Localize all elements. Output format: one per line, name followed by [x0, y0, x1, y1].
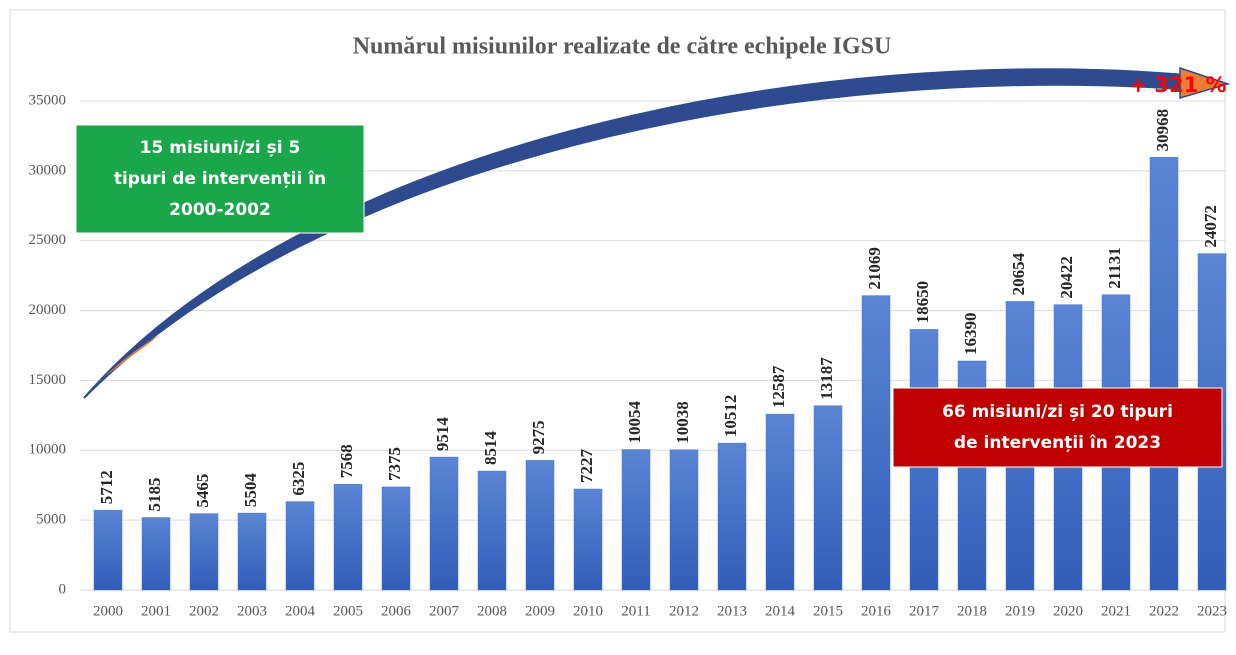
data-label: 5465 — [193, 474, 212, 508]
data-label: 12587 — [769, 365, 788, 408]
x-tick-label: 2001 — [141, 603, 171, 619]
bar — [333, 484, 363, 591]
data-label: 9514 — [433, 417, 452, 452]
data-label: 5712 — [97, 470, 116, 504]
x-tick-label: 2017 — [909, 603, 940, 619]
annotation-box — [892, 387, 1223, 468]
bar — [189, 513, 219, 591]
x-tick-label: 2003 — [237, 603, 267, 619]
bar — [669, 449, 699, 591]
chart-title: Numărul misiunilor realizate de către ec… — [353, 34, 892, 60]
data-label: 10038 — [673, 401, 692, 444]
x-tick-label: 2021 — [1101, 603, 1131, 619]
bar — [573, 488, 603, 591]
bar — [717, 442, 747, 591]
x-tick-label: 2018 — [957, 603, 987, 619]
x-tick-label: 2005 — [333, 603, 363, 619]
x-tick-label: 2023 — [1197, 603, 1227, 619]
data-label: 30968 — [1153, 109, 1172, 152]
x-tick-label: 2004 — [285, 603, 316, 619]
bar — [1149, 157, 1179, 591]
y-tick-label: 35000 — [29, 92, 67, 108]
data-label: 10512 — [721, 395, 740, 438]
y-tick-label: 10000 — [29, 442, 67, 458]
bar — [621, 449, 651, 591]
y-tick-label: 5000 — [36, 512, 66, 528]
annotation-text: 66 misiuni/zi și 20 tipuri — [942, 402, 1173, 422]
x-tick-label: 2014 — [765, 603, 796, 619]
y-tick-label: 0 — [59, 581, 67, 597]
x-tick-label: 2020 — [1053, 603, 1083, 619]
data-label: 10054 — [625, 401, 644, 444]
bar — [813, 405, 843, 591]
bar — [381, 486, 411, 591]
annotation-text: 15 misiuni/zi și 5 — [140, 138, 301, 158]
data-label: 9275 — [529, 420, 548, 454]
bar — [93, 509, 123, 591]
x-tick-label: 2008 — [477, 603, 507, 619]
data-label: 21131 — [1105, 247, 1124, 289]
data-label: 7227 — [577, 449, 596, 484]
data-label: 7375 — [385, 447, 404, 481]
x-tick-label: 2002 — [189, 603, 219, 619]
data-label: 13187 — [817, 357, 836, 400]
x-tick-label: 2013 — [717, 603, 747, 619]
x-tick-label: 2010 — [573, 603, 603, 619]
annotation-text: 2000-2002 — [169, 200, 271, 220]
bar — [429, 456, 459, 591]
data-label: 8514 — [481, 431, 500, 466]
data-label: 7568 — [337, 444, 356, 478]
y-tick-label: 20000 — [29, 302, 67, 318]
y-tick-label: 15000 — [29, 372, 67, 388]
bar — [285, 501, 315, 591]
bar — [141, 517, 171, 591]
arrow-head — [1179, 66, 1231, 99]
y-tick-label: 25000 — [29, 232, 67, 248]
data-label: 18650 — [913, 281, 932, 324]
bar — [861, 295, 891, 591]
annotation-box — [75, 124, 365, 234]
x-tick-label: 2012 — [669, 603, 699, 619]
data-label: 24072 — [1201, 205, 1220, 248]
x-tick-label: 2006 — [381, 603, 412, 619]
bar — [765, 413, 795, 591]
data-label: 20654 — [1009, 252, 1028, 295]
x-tick-label: 2000 — [93, 603, 123, 619]
x-tick-label: 2016 — [861, 603, 892, 619]
data-label: 16390 — [961, 313, 980, 356]
data-label: 6325 — [289, 462, 308, 496]
y-tick-label: 30000 — [29, 162, 67, 178]
bar — [477, 470, 507, 591]
data-label: 21069 — [865, 247, 884, 290]
x-tick-label: 2007 — [429, 603, 460, 619]
annotation-text: de intervenții în 2023 — [954, 433, 1161, 453]
x-tick-label: 2015 — [813, 603, 843, 619]
bar — [237, 512, 267, 591]
x-tick-label: 2009 — [525, 603, 555, 619]
data-label: 5185 — [145, 478, 164, 512]
data-label: 5504 — [241, 473, 260, 508]
bar — [525, 460, 555, 591]
annotation-text: tipuri de intervenții în — [114, 169, 326, 189]
data-label: 20422 — [1057, 256, 1076, 299]
annotation-text: + 321 % — [1129, 73, 1226, 97]
x-tick-label: 2019 — [1005, 603, 1035, 619]
x-tick-label: 2022 — [1149, 603, 1179, 619]
x-tick-label: 2011 — [621, 603, 650, 619]
